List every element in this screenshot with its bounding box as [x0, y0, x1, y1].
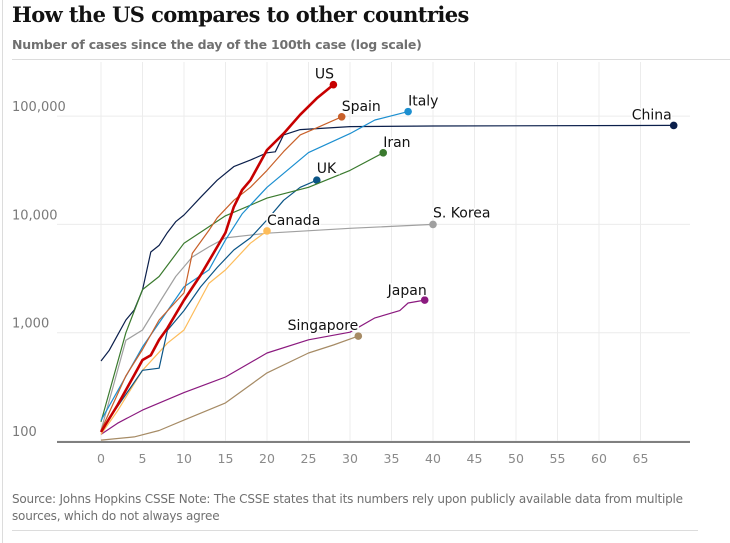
x-tick-label: 25 — [301, 451, 317, 466]
series-endpoint-canada — [263, 227, 271, 235]
series-line-singapore — [100, 335, 359, 441]
x-tick-label: 30 — [342, 451, 358, 466]
series-line-us — [99, 83, 335, 433]
series-endpoint-singapore — [354, 332, 363, 340]
y-tick-label: 10,000 — [12, 208, 58, 223]
series-endpoint-china — [669, 121, 678, 130]
series-line-iran — [100, 152, 384, 423]
series-endpoint-us — [329, 80, 338, 89]
series-label-japan: Japan — [387, 283, 427, 299]
x-axis-ticks: 0 5 10 15 20 25 30 35 40 45 50 55 60 65 — [97, 451, 648, 466]
x-tick-label: 50 — [508, 451, 524, 466]
y-tick-label: 100 — [12, 425, 37, 440]
footer-divider — [12, 530, 698, 531]
gridlines — [57, 62, 690, 443]
series-line-canada — [100, 230, 268, 435]
series-label-italy: Italy — [408, 94, 438, 110]
series-label-uk: UK — [317, 161, 337, 177]
source-note: Source: Johns Hopkins CSSE Note: The CSS… — [12, 492, 683, 523]
y-axis-ticks: 100 1,000 10,000 100,000 — [12, 100, 66, 440]
series-line-s-korea — [100, 223, 434, 431]
x-tick-label: 55 — [550, 451, 566, 466]
y-tick-label: 1,000 — [12, 317, 49, 332]
y-tick-label: 100,000 — [12, 100, 66, 115]
x-tick-label: 65 — [633, 451, 649, 466]
series-line-china — [100, 124, 674, 362]
series-endpoint-japan — [420, 296, 429, 304]
series-label-us: US — [315, 67, 334, 83]
series-label-singapore: Singapore — [288, 318, 359, 334]
series-label-spain: Spain — [342, 99, 381, 115]
series-line-uk — [100, 179, 318, 431]
x-tick-label: 0 — [97, 451, 105, 466]
x-tick-label: 45 — [467, 451, 483, 466]
x-tick-label: 15 — [218, 451, 234, 466]
series-endpoint-s-korea — [429, 220, 437, 229]
series-endpoint-uk — [313, 176, 321, 184]
x-tick-label: 40 — [425, 451, 441, 466]
series-lines — [99, 80, 678, 441]
series-line-italy — [100, 111, 409, 421]
series-endpoint-italy — [404, 107, 412, 116]
x-tick-label: 35 — [384, 451, 400, 466]
series-line-japan — [100, 299, 425, 435]
x-tick-label: 5 — [139, 451, 147, 466]
series-label-iran: Iran — [383, 135, 410, 151]
chart-title: How the US compares to other countries — [12, 2, 469, 27]
series-labels: China Singapore Japan S. Korea Canada UK Iran I… — [266, 65, 674, 335]
header-divider — [12, 59, 730, 60]
series-endpoint-spain — [337, 112, 346, 121]
left-rule — [2, 0, 3, 543]
series-line-spain — [100, 116, 342, 431]
x-tick-label: 10 — [176, 451, 192, 466]
x-tick-label: 60 — [591, 451, 607, 466]
series-label-canada: Canada — [267, 213, 320, 229]
series-label-s-korea: S. Korea — [433, 205, 490, 221]
chart-subtitle: Number of cases since the day of the 100… — [12, 37, 422, 52]
series-endpoint-iran — [379, 149, 388, 157]
series-label-china: China — [632, 107, 672, 123]
x-tick-label: 20 — [259, 451, 275, 466]
